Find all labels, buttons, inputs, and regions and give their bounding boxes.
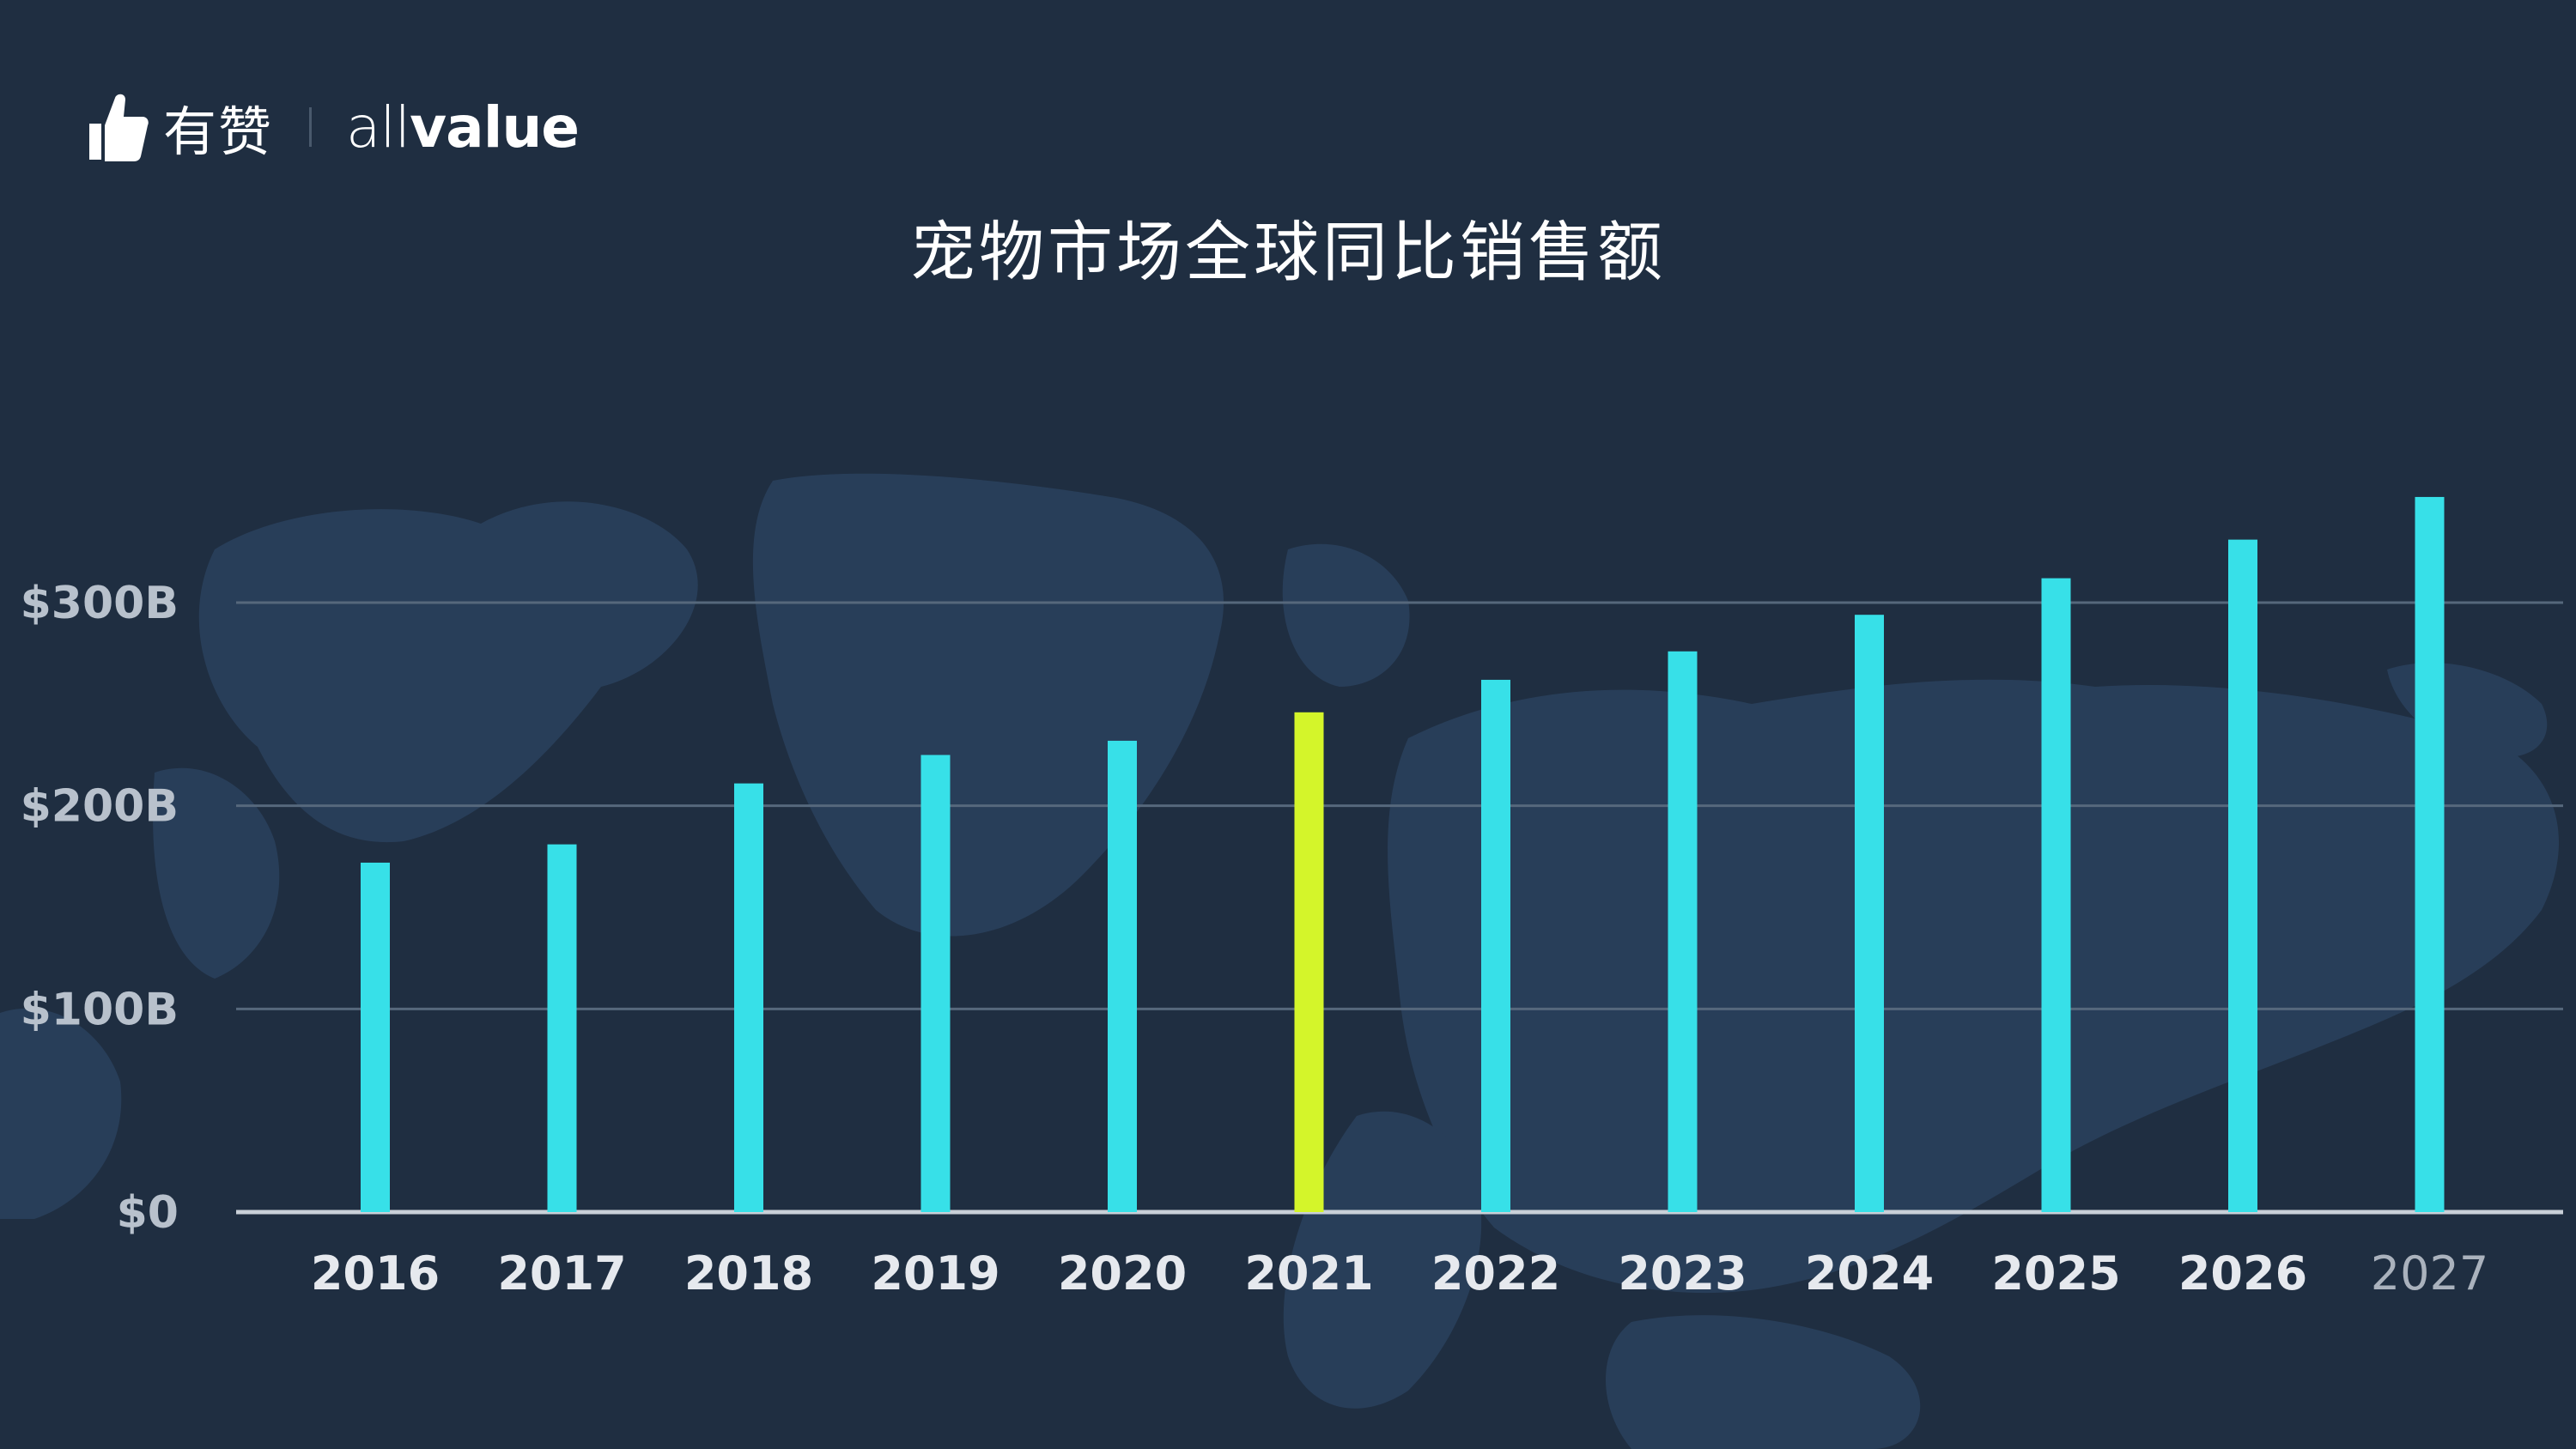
y-tick-label: $0 (117, 1187, 179, 1239)
bar-2025 (2041, 578, 2071, 1212)
brand-name-en-thin: all (346, 94, 410, 161)
x-tick-label-2019: 2019 (871, 1246, 999, 1300)
x-tick-label-2022: 2022 (1431, 1246, 1560, 1300)
bar-2021 (1294, 712, 1324, 1212)
brand-name-en: allvalue (346, 94, 580, 161)
logo-divider (309, 107, 313, 147)
bar-2024 (1855, 615, 1884, 1212)
x-tick-label-2026: 2026 (2178, 1246, 2307, 1300)
x-tick-label-2024: 2024 (1805, 1246, 1934, 1300)
x-tick-label-2027: 2027 (2371, 1246, 2488, 1300)
x-tick-label-2018: 2018 (684, 1246, 813, 1300)
brand-logo: 有赞 allvalue (86, 84, 580, 170)
y-tick-label: $300B (21, 578, 179, 629)
x-axis-ticks: 2016 2017 2018 2019 2020 2021 2022 2023 2024 2025… (311, 1246, 2488, 1300)
brand-name-en-bold: value (410, 94, 580, 161)
bar-2017 (547, 844, 577, 1212)
bar-2020 (1108, 740, 1137, 1212)
y-tick-label: $100B (21, 984, 179, 1035)
bar-2027 (2415, 496, 2445, 1212)
bar-2016 (361, 862, 390, 1212)
bar-2022 (1481, 679, 1510, 1212)
bar-2023 (1668, 651, 1698, 1212)
x-tick-label-2017: 2017 (497, 1246, 626, 1300)
x-tick-label-2025: 2025 (1991, 1246, 2120, 1300)
bar-2026 (2228, 539, 2257, 1212)
y-tick-label: $200B (21, 781, 179, 833)
chart-title: 宠物市场全球同比销售额 (910, 214, 1666, 290)
bar-2019 (920, 755, 951, 1212)
x-tick-label-2016: 2016 (311, 1246, 440, 1300)
grid-lines (236, 601, 2563, 1215)
y-axis-ticks: $0 $100B $200B $300B (21, 578, 179, 1239)
x-tick-label-2021: 2021 (1244, 1246, 1373, 1300)
x-tick-label-2020: 2020 (1058, 1246, 1187, 1300)
bars (361, 496, 2445, 1212)
brand-name-cn: 有赞 (163, 100, 274, 163)
thumbs-up-icon (89, 94, 149, 161)
bar-2018 (734, 783, 763, 1212)
x-tick-label-2023: 2023 (1618, 1246, 1747, 1300)
